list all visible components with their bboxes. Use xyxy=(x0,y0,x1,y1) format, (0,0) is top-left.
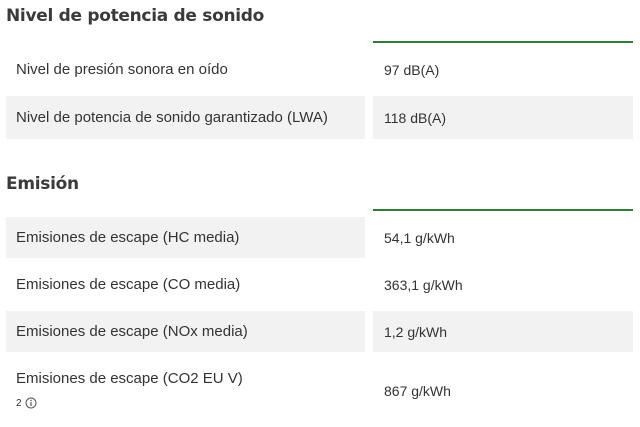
spec-label: Nivel de presión sonora en oído xyxy=(16,61,228,78)
spec-row-co2: Emisiones de escape (CO2 EU V) 2 867 g/k… xyxy=(0,358,640,424)
section-divider-sound xyxy=(373,41,633,43)
spec-label: Emisiones de escape (CO media) xyxy=(16,276,241,293)
footnote-number: 2 xyxy=(16,397,22,409)
spec-row-nox: Emisiones de escape (NOx media) 1,2 g/kW… xyxy=(0,311,640,352)
spec-row-co: Emisiones de escape (CO media) 363,1 g/k… xyxy=(0,264,640,305)
section-title-sound: Nivel de potencia de sonido xyxy=(6,6,265,26)
spec-label-block: Emisiones de escape (CO2 EU V) 2 xyxy=(6,358,365,424)
spec-value: 363,1 g/kWh xyxy=(384,276,463,293)
spec-value: 1,2 g/kWh xyxy=(373,311,633,352)
spec-value: 54,1 g/kWh xyxy=(384,229,455,246)
spec-value: 867 g/kWh xyxy=(384,383,451,399)
section-divider-emission xyxy=(373,209,633,211)
section-title-emission: Emisión xyxy=(6,174,79,194)
spec-row-sound-power: Nivel de potencia de sonido garantizado … xyxy=(0,96,640,139)
spec-label: Emisiones de escape (HC media) xyxy=(6,217,365,258)
spec-row-hc: Emisiones de escape (HC media) 54,1 g/kW… xyxy=(0,217,640,258)
spec-value: 118 dB(A) xyxy=(373,96,633,139)
spec-label: Emisiones de escape (NOx media) xyxy=(6,311,365,352)
spec-value: 97 dB(A) xyxy=(384,61,440,78)
footnote: 2 xyxy=(16,397,365,409)
spec-row-sound-pressure: Nivel de presión sonora en oído 97 dB(A) xyxy=(0,48,640,91)
spec-label: Nivel de potencia de sonido garantizado … xyxy=(6,96,365,139)
spec-label: Emisiones de escape (CO2 EU V) xyxy=(16,370,243,387)
info-icon[interactable] xyxy=(25,397,37,409)
